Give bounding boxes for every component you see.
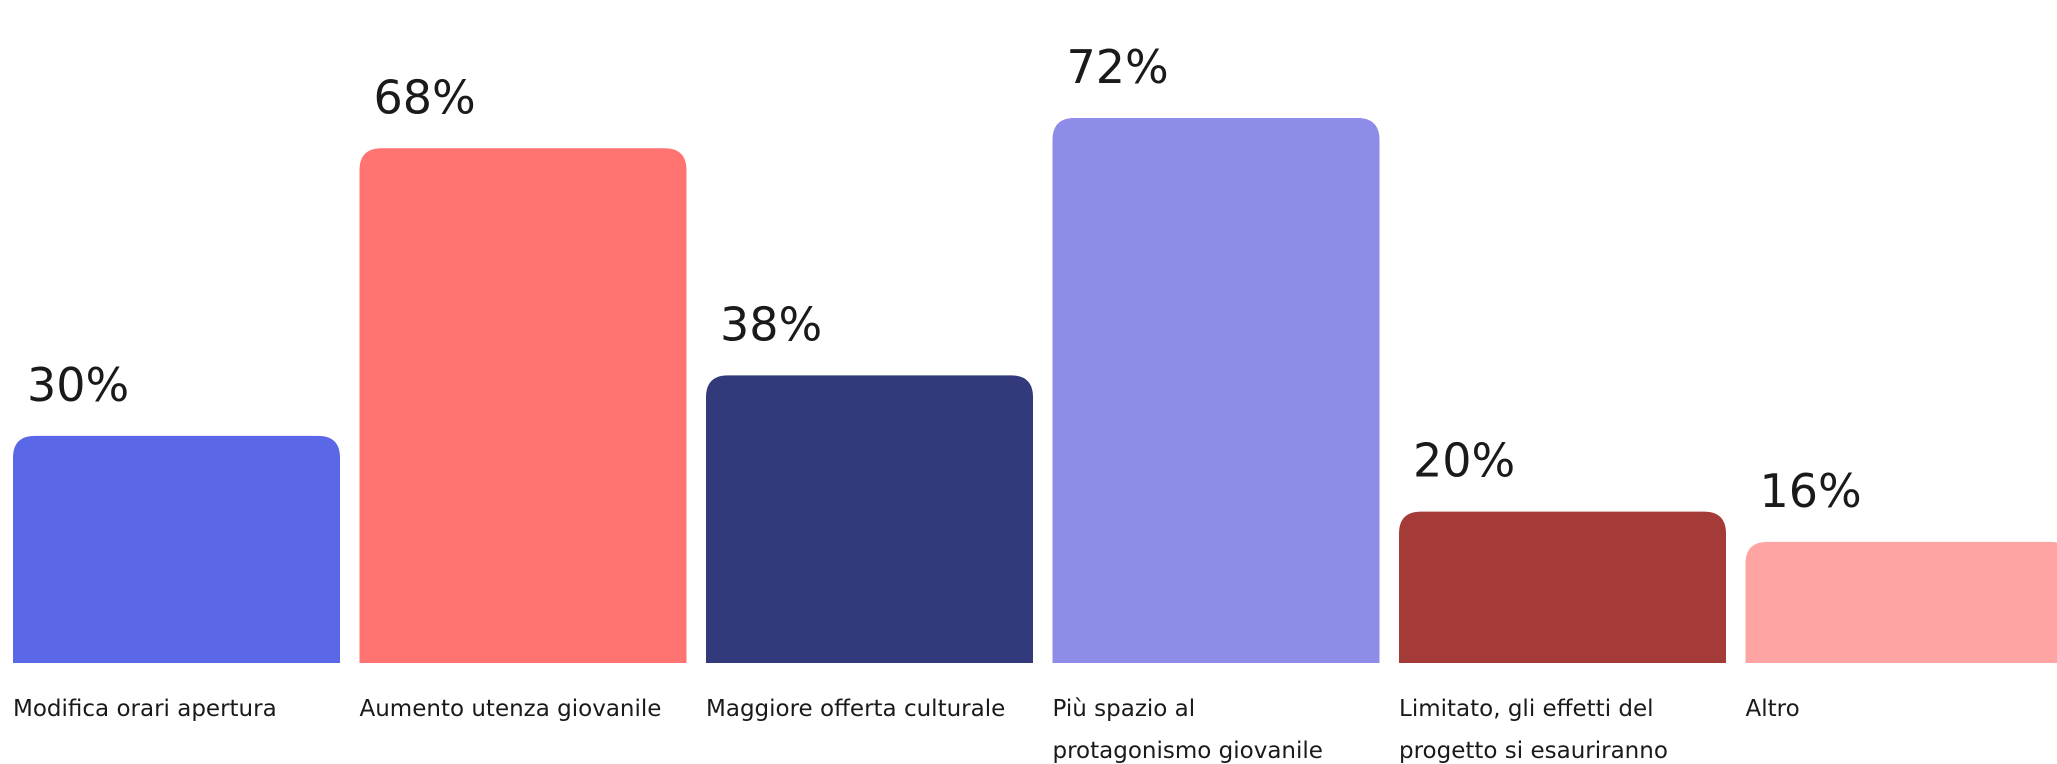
- category-label-6: Altro: [1746, 696, 1800, 722]
- value-label-1: 30%: [27, 358, 129, 412]
- bar-6: [1745, 541, 2057, 663]
- value-label-6: 16%: [1760, 464, 1862, 518]
- category-label-5-line-2: progetto si esauriranno: [1399, 738, 1668, 764]
- bar-5: [1399, 511, 1726, 663]
- bar-2: [359, 148, 687, 663]
- category-label-2: Aumento utenza giovanile: [360, 696, 662, 722]
- category-label-5-line-1: Limitato, gli effetti del: [1399, 696, 1654, 722]
- bar-3: [706, 375, 1033, 663]
- bar-4: [1052, 118, 1380, 663]
- value-label-4: 72%: [1067, 40, 1169, 94]
- category-label-1: Modifica orari apertura: [13, 696, 277, 722]
- value-label-3: 38%: [720, 297, 822, 351]
- value-label-5: 20%: [1413, 434, 1515, 488]
- category-label-3: Maggiore offerta culturale: [706, 696, 1005, 722]
- category-label-4-line-2: protagonismo giovanile: [1053, 738, 1323, 764]
- category-label-4-line-1: Più spazio al: [1053, 696, 1196, 722]
- bar-1: [13, 435, 340, 663]
- value-label-2: 68%: [374, 70, 476, 124]
